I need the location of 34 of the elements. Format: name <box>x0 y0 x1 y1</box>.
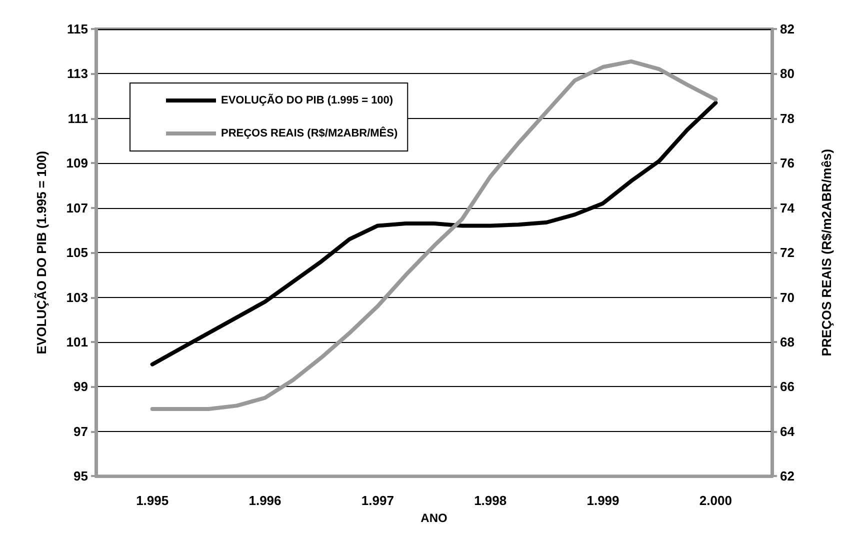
y2-tick-label: 66 <box>780 379 794 394</box>
y2-tick-label: 78 <box>780 110 794 126</box>
y2-tick-label: 74 <box>780 200 796 216</box>
y-axis-title: EVOLUÇÃO DO PIB (1.995 = 100) <box>34 150 49 354</box>
x-tick-label: 1.995 <box>136 493 169 508</box>
y2-tick-label: 70 <box>780 290 794 305</box>
y2-tick-label: 72 <box>780 245 794 260</box>
y-tick-label: 109 <box>66 156 88 171</box>
y-tick-label: 111 <box>68 110 88 126</box>
y2-tick-label: 68 <box>780 334 794 350</box>
x-axis-title: ANO <box>420 511 448 525</box>
line-series <box>150 59 718 412</box>
x-tick-label: 1.999 <box>586 493 620 508</box>
x-tick-label: 1.997 <box>361 493 394 508</box>
x-tick-label: 2.000 <box>699 493 732 508</box>
y2-axis-title: PREÇOS REAIS (R$/m2ABR/mês) <box>819 148 834 356</box>
y2-tick-label: 80 <box>780 66 794 82</box>
y-tick-label: 107 <box>66 200 88 216</box>
legend-label: PREÇOS REAIS (R$/M2ABR/MÊS) <box>221 126 398 140</box>
y2-tick-label: 76 <box>780 156 794 171</box>
y-tick-label: 105 <box>66 245 88 260</box>
y-tick-label: 95 <box>74 468 88 484</box>
y2-tick-label: 64 <box>780 424 796 439</box>
x-tick-label: 1.998 <box>474 493 507 508</box>
y2-tick-label: 62 <box>780 468 794 484</box>
legend-label: EVOLUÇÃO DO PIB (1.995 = 100) <box>221 94 394 106</box>
x-tick-label: 1.996 <box>248 493 282 508</box>
y-tick-label: 113 <box>67 66 88 82</box>
y-tick-label: 99 <box>74 379 88 394</box>
y-tick-label: 101 <box>66 334 88 350</box>
y-tick-label: 97 <box>74 424 88 439</box>
y-tick-label: 103 <box>66 290 88 305</box>
y-tick-label: 115 <box>67 22 88 36</box>
y2-tick-label: 82 <box>780 22 794 36</box>
